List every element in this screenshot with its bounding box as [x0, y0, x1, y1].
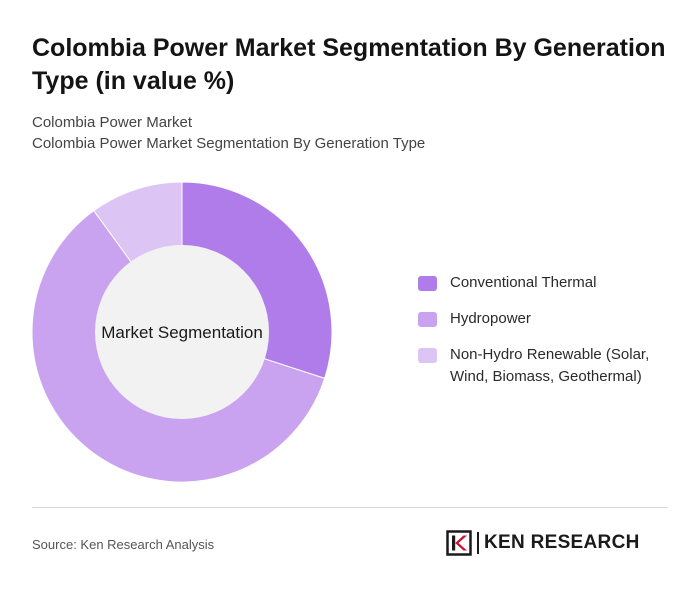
legend-swatch-1 — [418, 276, 437, 291]
ken-research-logo-icon — [446, 530, 472, 556]
legend-label-2: Hydropower — [450, 310, 531, 327]
footer-divider — [32, 507, 668, 508]
chart-subtitle-segmentation: Colombia Power Market Segmentation By Ge… — [32, 135, 426, 152]
donut-center-hole — [95, 245, 269, 419]
source-note: Source: Ken Research Analysis — [32, 537, 215, 552]
donut-center-label: Market Segmentation — [101, 323, 263, 342]
legend-label-3: Non-Hydro Renewable (Solar, Wind, Biomas… — [450, 346, 650, 385]
chart-subtitle-market: Colombia Power Market — [32, 114, 193, 131]
chart-legend: Conventional Thermal Hydropower Non-Hydro … — [418, 272, 680, 402]
chart-title: Colombia Power Market Segmentation By Ge… — [32, 34, 666, 95]
ken-research-logo-text: KEN RESEARCH — [484, 532, 640, 553]
legend-swatch-2 — [418, 312, 437, 327]
legend-item-3: Non-Hydro Renewable (Solar, Wind, Biomas… — [418, 344, 680, 388]
legend-item-2: Hydropower — [418, 308, 680, 330]
logo-separator — [477, 532, 479, 554]
legend-label-1: Conventional Thermal — [450, 274, 597, 291]
legend-item-1: Conventional Thermal — [418, 272, 680, 294]
legend-swatch-3 — [418, 348, 437, 363]
ken-research-logo: KEN RESEARCH — [446, 530, 640, 556]
